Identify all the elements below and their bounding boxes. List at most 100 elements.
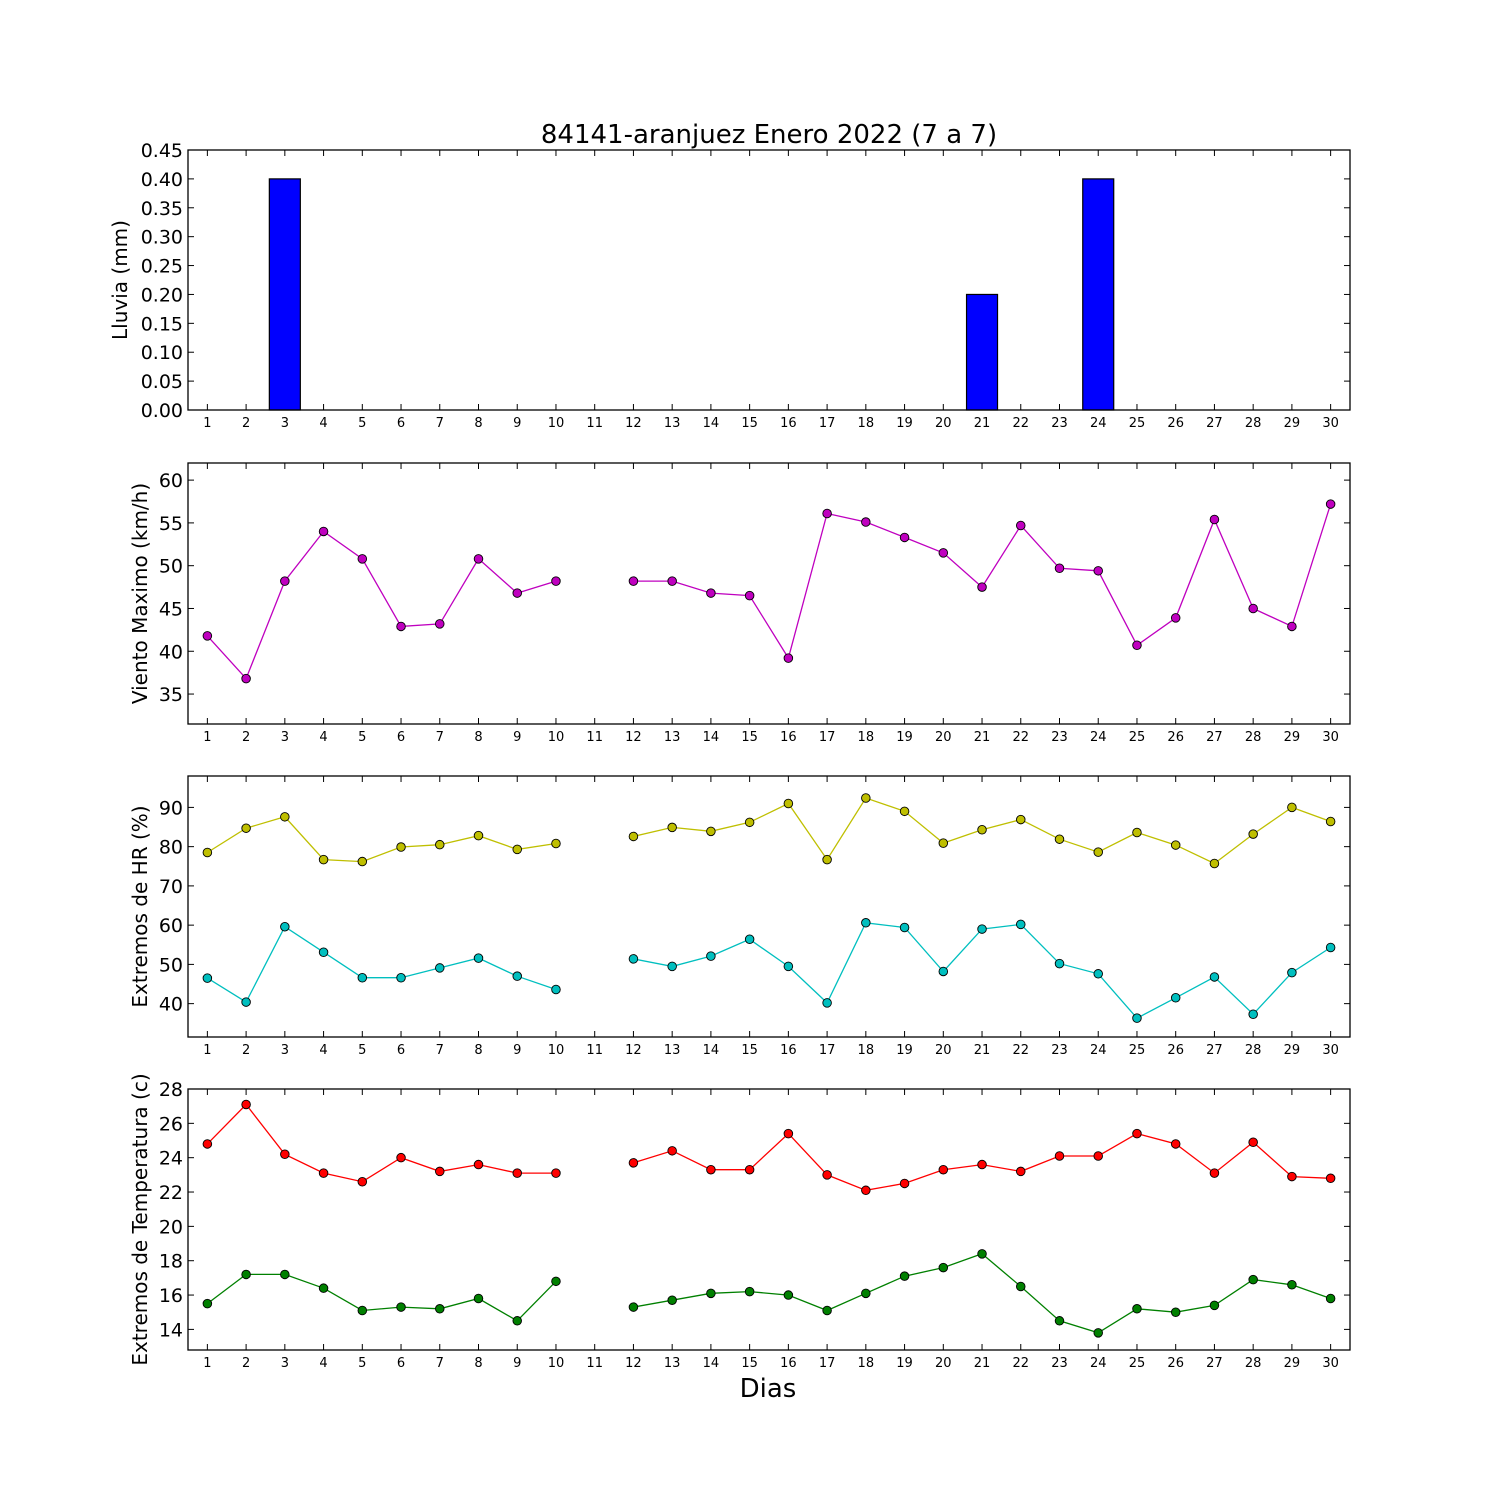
- x-tick-label: 11: [586, 730, 603, 745]
- y-tick-label: 14: [159, 1319, 183, 1341]
- point-hr-max-day-29: [1287, 802, 1297, 813]
- point-hr-max-day-16: [783, 798, 794, 809]
- point-temp-min-day-4: [318, 1283, 329, 1293]
- x-tick-label: 7: [436, 1043, 444, 1058]
- point-temp-max-day-14: [706, 1164, 716, 1175]
- point-temp-max-day-15: [744, 1164, 755, 1175]
- x-tick-label: 2: [242, 730, 250, 745]
- point-hr-max-day-7: [435, 839, 445, 850]
- point-hr-min-day-22: [1016, 919, 1026, 930]
- x-tick-label: 24: [1090, 730, 1107, 745]
- x-tick-label: 3: [281, 730, 289, 745]
- y-tick-label: 18: [159, 1251, 183, 1273]
- point-temp-min-day-21: [977, 1249, 987, 1259]
- point-temp-min-day-14: [706, 1288, 716, 1299]
- x-tick-label: 24: [1090, 1043, 1107, 1058]
- point-hr-max-day-23: [1054, 834, 1065, 844]
- point-temp-max-day-24: [1093, 1151, 1103, 1161]
- x-tick-label: 25: [1129, 1356, 1146, 1371]
- y-tick-label: 0.25: [141, 256, 183, 278]
- x-tick-label: 14: [703, 730, 720, 745]
- point-temp-min-day-3: [280, 1269, 290, 1280]
- y-axis-label: Extremos de HR (%): [128, 805, 152, 1007]
- point-temp-min-day-15: [744, 1286, 755, 1297]
- point-hr-max-day-2: [241, 823, 251, 833]
- x-tick-label: 1: [203, 1356, 211, 1371]
- x-tick-label: 13: [664, 1043, 681, 1058]
- point-wind-day-14: [706, 588, 716, 598]
- x-tick-label: 22: [1012, 1356, 1029, 1371]
- point-wind-day-30: [1325, 499, 1336, 509]
- point-wind-day-16: [783, 653, 794, 663]
- x-tick-label: 11: [586, 1356, 603, 1371]
- x-tick-label: 29: [1284, 416, 1301, 431]
- point-hr-max-day-20: [938, 838, 949, 848]
- y-axis-label: Viento Maximo (km/h): [128, 483, 152, 704]
- point-hr-max-day-18: [861, 793, 871, 803]
- point-temp-max-day-6: [396, 1152, 406, 1163]
- x-tick-label: 14: [703, 1043, 720, 1058]
- x-tick-label: 23: [1051, 1043, 1068, 1058]
- point-hr-min-day-6: [396, 972, 406, 983]
- point-hr-min-day-13: [667, 961, 677, 972]
- bar-rain-day-3: [268, 178, 301, 411]
- point-temp-min-day-1: [202, 1298, 213, 1309]
- point-wind-day-5: [357, 554, 368, 564]
- x-tick-label: 6: [397, 416, 405, 431]
- point-hr-max-day-27: [1209, 858, 1220, 869]
- y-tick-label: 0.10: [141, 342, 183, 364]
- x-tick-label: 5: [358, 730, 366, 745]
- point-temp-min-day-29: [1287, 1279, 1297, 1290]
- x-tick-label: 24: [1090, 1356, 1107, 1371]
- x-tick-label: 27: [1206, 730, 1223, 745]
- point-temp-min-day-10: [551, 1276, 561, 1287]
- x-tick-label: 2: [242, 1356, 250, 1371]
- point-hr-min-day-20: [938, 966, 949, 977]
- point-temp-max-day-13: [667, 1146, 677, 1156]
- point-temp-max-day-28: [1248, 1137, 1258, 1147]
- point-wind-day-2: [241, 673, 251, 684]
- x-tick-label: 18: [858, 730, 875, 745]
- x-tick-label: 10: [548, 416, 565, 431]
- point-hr-min-day-8: [473, 953, 484, 963]
- point-wind-day-29: [1287, 621, 1297, 632]
- point-temp-max-day-8: [473, 1159, 484, 1170]
- x-tick-label: 30: [1322, 1043, 1339, 1058]
- x-tick-label: 10: [548, 730, 565, 745]
- point-hr-max-day-21: [977, 825, 987, 835]
- point-hr-min-day-15: [744, 934, 755, 945]
- point-hr-min-day-16: [783, 961, 794, 972]
- x-tick-label: 5: [358, 1356, 366, 1371]
- x-tick-label: 27: [1206, 416, 1223, 431]
- x-tick-label: 26: [1167, 1043, 1184, 1058]
- x-tick-label: 5: [358, 1043, 366, 1058]
- point-temp-min-day-25: [1132, 1304, 1142, 1314]
- point-wind-day-18: [861, 517, 871, 527]
- point-wind-day-9: [512, 588, 522, 598]
- point-hr-max-day-26: [1170, 840, 1181, 850]
- x-tick-label: 16: [780, 730, 797, 745]
- panels: 0.00 0.05 0.10 0.15 0.20 0.25 0.30 0.35 0.40 0.45…: [108, 140, 1351, 1371]
- y-tick-label: 0.30: [141, 227, 183, 249]
- point-temp-min-day-28: [1248, 1274, 1258, 1285]
- x-tick-label: 21: [974, 1043, 991, 1058]
- x-tick-label: 29: [1284, 730, 1301, 745]
- point-temp-max-day-20: [938, 1164, 949, 1175]
- x-tick-label: 12: [625, 1356, 642, 1371]
- axes-frame: [187, 775, 1351, 1038]
- point-temp-min-day-23: [1054, 1316, 1065, 1326]
- x-tick-label: 22: [1012, 416, 1029, 431]
- point-temp-min-day-8: [473, 1293, 484, 1304]
- point-temp-min-day-30: [1325, 1293, 1336, 1304]
- point-wind-day-24: [1093, 566, 1103, 576]
- point-wind-day-19: [899, 532, 910, 543]
- x-tick-label: 27: [1206, 1356, 1223, 1371]
- x-tick-label: 19: [896, 416, 913, 431]
- x-tick-label: 22: [1012, 730, 1029, 745]
- point-temp-max-day-5: [357, 1176, 368, 1187]
- x-tick-label: 8: [474, 416, 482, 431]
- x-tick-label: 15: [741, 416, 758, 431]
